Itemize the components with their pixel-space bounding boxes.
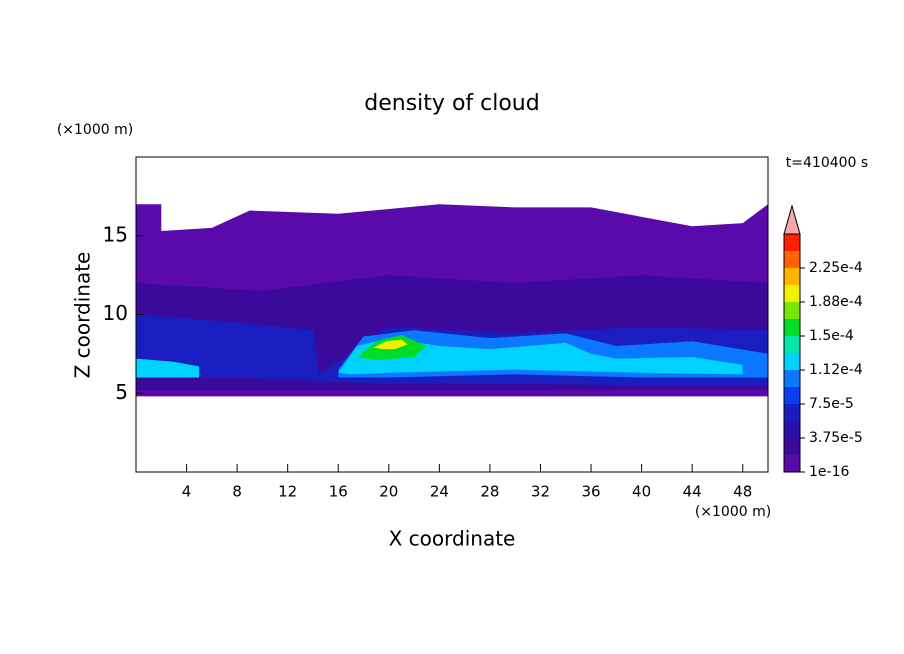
annotation: t=410400 s <box>786 155 868 171</box>
x-tick-label: 20 <box>379 483 398 501</box>
colorbar-tick-label: 1.12e-4 <box>809 362 863 378</box>
colorbar-band <box>784 336 800 353</box>
chart-title: density of cloud <box>364 91 539 116</box>
colorbar-frame <box>783 233 801 473</box>
colorbar-band <box>784 387 800 404</box>
x-tick-label: 36 <box>581 483 600 501</box>
contour-region <box>136 358 200 378</box>
x-tick-label: 8 <box>232 483 242 501</box>
y-axis-label: Z coordinate <box>71 252 95 379</box>
colorbar-band <box>784 234 800 251</box>
contour-region <box>373 339 408 350</box>
x-tick-label: 12 <box>278 483 297 501</box>
x-tick-label: 24 <box>430 483 449 501</box>
colorbar-band <box>784 251 800 268</box>
colorbar-extend <box>783 204 801 235</box>
x-tick-label: 16 <box>329 483 348 501</box>
x-tick-label: 4 <box>182 483 192 501</box>
colorbar-tick-label: 1e-16 <box>809 464 849 480</box>
colorbar-tick-label: 7.5e-5 <box>809 396 854 412</box>
x-unit: (×1000 m) <box>695 504 771 520</box>
colorbar-band <box>784 302 800 319</box>
y-tick-label: 15 <box>103 222 128 246</box>
colorbar-tick-label: 1.88e-4 <box>809 294 863 310</box>
colorbar-tick-label: 1.5e-4 <box>809 328 854 344</box>
y-tick-label: 10 <box>103 301 128 325</box>
x-axis-label: X coordinate <box>389 527 516 551</box>
colorbar-band <box>784 421 800 438</box>
colorbar-band <box>784 285 800 302</box>
colorbar-tick-label: 3.75e-5 <box>809 430 863 446</box>
colorbar-band <box>784 455 800 472</box>
x-tick-label: 32 <box>531 483 550 501</box>
y-tick-label: 5 <box>115 380 128 404</box>
x-tick-label: 40 <box>632 483 651 501</box>
colorbar-tick-label: 2.25e-4 <box>809 260 863 276</box>
colorbar-band <box>784 438 800 455</box>
contour-region <box>338 338 743 375</box>
colorbar-band <box>784 319 800 336</box>
y-unit: (×1000 m) <box>57 122 133 138</box>
colorbar-band <box>784 268 800 285</box>
colorbar-band <box>784 404 800 421</box>
colorbar-band <box>784 370 800 387</box>
colorbar-band <box>784 353 800 370</box>
x-tick-label: 28 <box>480 483 499 501</box>
x-tick-label: 48 <box>733 483 752 501</box>
x-tick-label: 44 <box>683 483 702 501</box>
